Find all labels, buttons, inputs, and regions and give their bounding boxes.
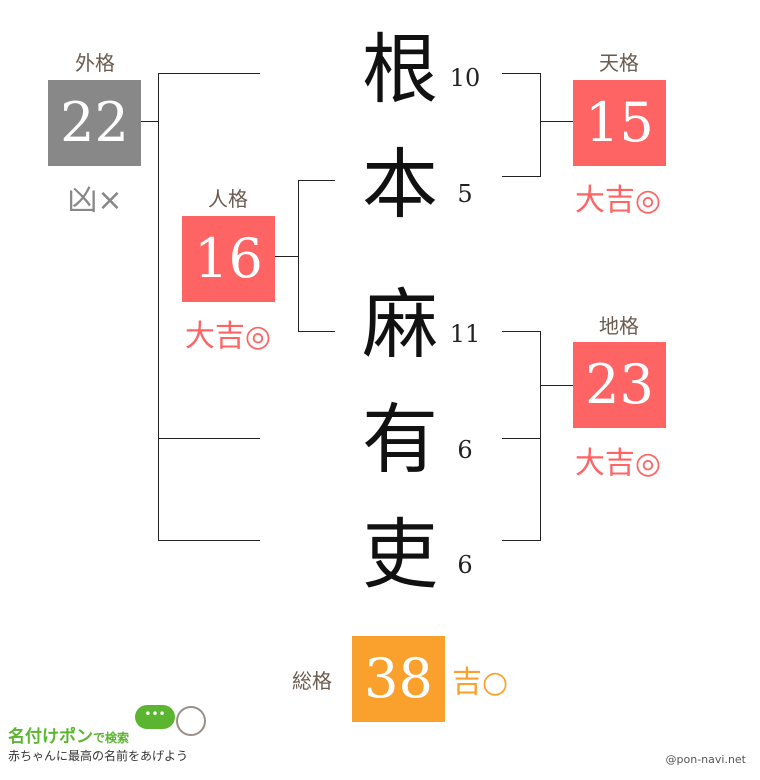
line <box>540 121 573 122</box>
stroke-count: 11 <box>449 320 481 348</box>
name-char: 本 <box>362 140 438 229</box>
soukaku-label: 総格 <box>292 669 332 693</box>
logo-text: 名付けポンで検索 <box>8 722 129 747</box>
line <box>158 438 260 439</box>
outer-bracket <box>158 73 159 541</box>
jinkaku-value: 16 <box>182 216 275 302</box>
tenkaku-fortune: 大吉◎ <box>574 183 662 218</box>
line <box>502 176 540 177</box>
line <box>502 438 540 439</box>
name-char: 吏 <box>362 510 438 599</box>
stroke-count: 5 <box>457 180 473 208</box>
chikaku-label: 地格 <box>599 314 639 338</box>
tagline: 赤ちゃんに最高の名前をあげよう <box>8 749 189 763</box>
gaikaku-value: 22 <box>48 80 141 166</box>
name-char: 根 <box>362 25 438 114</box>
jinkaku-bracket <box>298 180 299 332</box>
baby-face-icon <box>176 706 206 736</box>
logo[interactable]: ••• 名付けポンで検索 赤ちゃんに最高の名前をあげよう <box>8 700 218 770</box>
name-char: 有 <box>362 395 438 484</box>
line <box>502 331 540 332</box>
gaikaku-label: 外格 <box>75 51 115 75</box>
tenkaku-value: 15 <box>573 80 666 166</box>
line <box>540 385 573 386</box>
tenkaku-bracket <box>540 73 541 177</box>
line <box>140 121 158 122</box>
stroke-count: 6 <box>457 551 473 579</box>
site-credit: @pon-navi.net <box>665 753 746 766</box>
chat-bubble-icon: ••• <box>135 705 175 729</box>
tenkaku-label: 天格 <box>599 51 639 75</box>
soukaku-fortune: 吉○ <box>452 665 509 700</box>
stroke-count: 6 <box>457 436 473 464</box>
line <box>502 73 540 74</box>
line <box>298 180 335 181</box>
line <box>298 331 335 332</box>
soukaku-value: 38 <box>352 636 445 722</box>
jinkaku-label: 人格 <box>208 187 248 211</box>
gaikaku-fortune: 凶× <box>67 183 123 218</box>
chikaku-bracket <box>540 331 541 541</box>
line <box>158 73 260 74</box>
chikaku-value: 23 <box>573 342 666 428</box>
name-char: 麻 <box>362 280 438 369</box>
logo-main: 名付けポン <box>8 727 93 747</box>
line <box>502 540 540 541</box>
chikaku-fortune: 大吉◎ <box>574 446 662 481</box>
stroke-count: 10 <box>449 64 481 92</box>
line <box>275 256 298 257</box>
logo-sub: で検索 <box>93 731 130 745</box>
line <box>158 540 260 541</box>
jinkaku-fortune: 大吉◎ <box>184 319 272 354</box>
